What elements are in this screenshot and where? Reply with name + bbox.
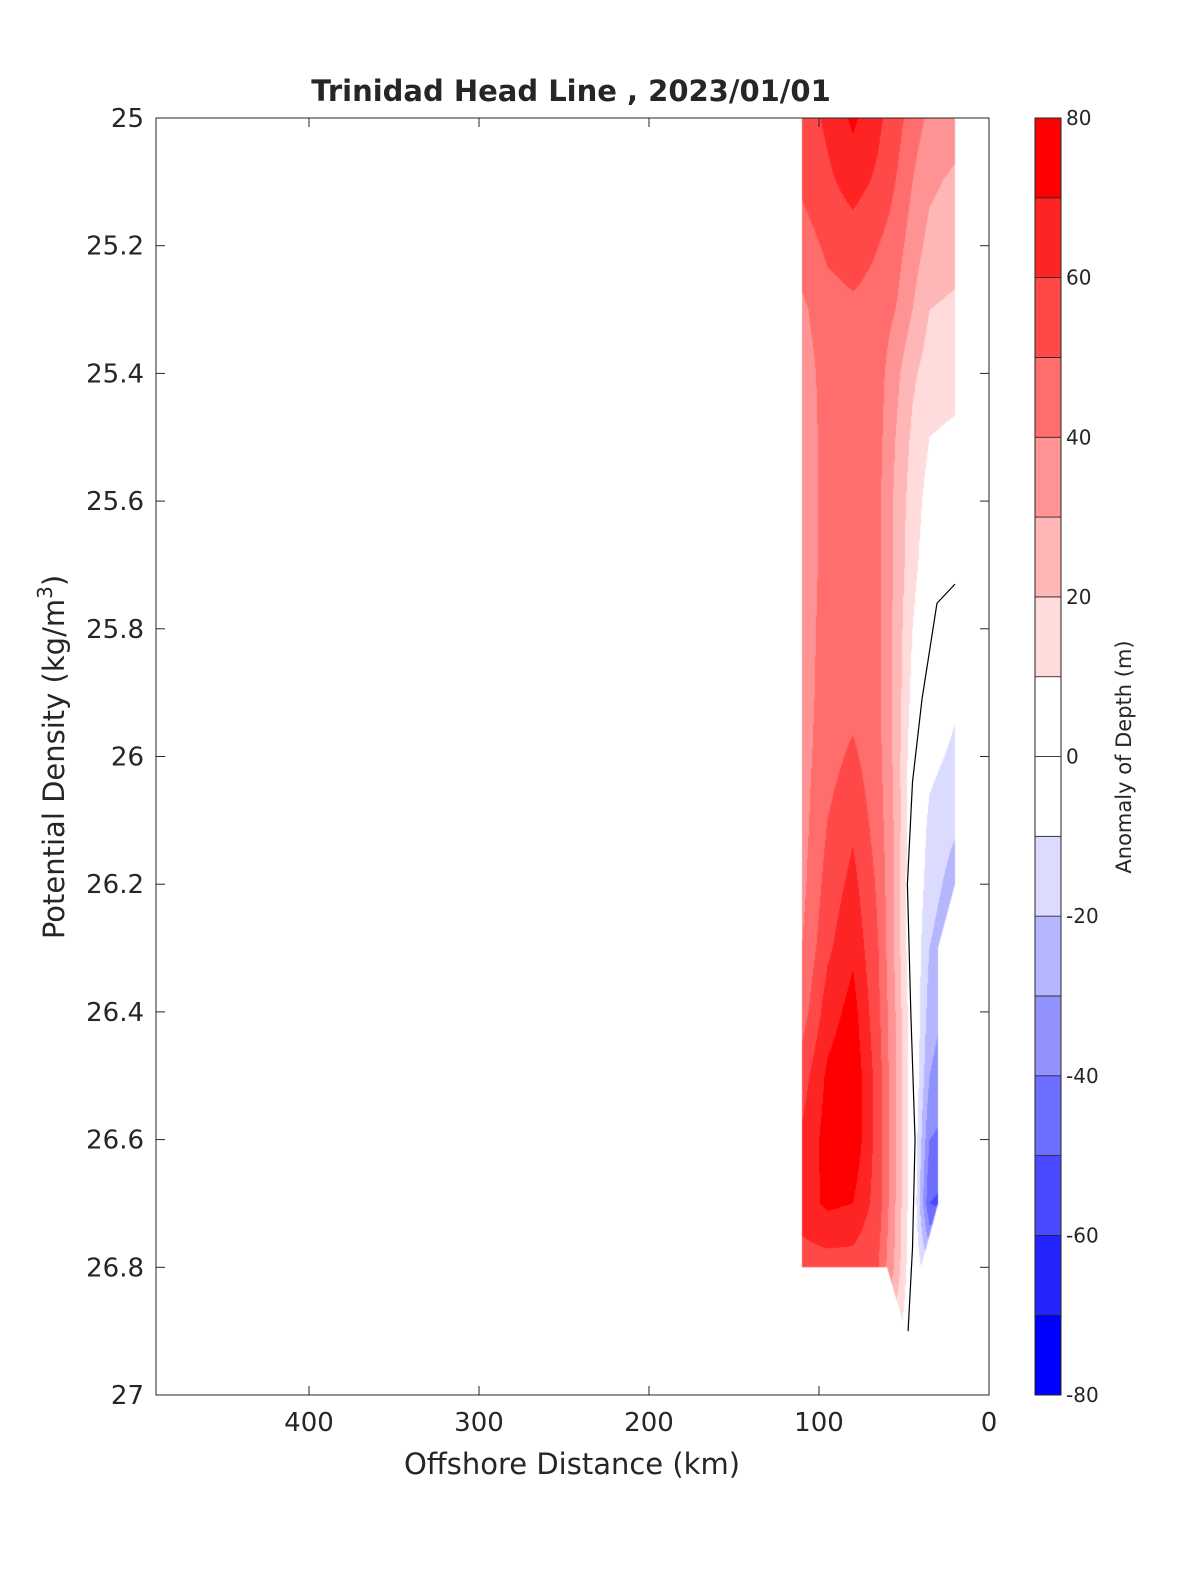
colorbar-band — [1034, 596, 1062, 678]
zero-contour-line — [906, 583, 956, 1332]
colorbar-band — [1034, 995, 1062, 1077]
colorbar-band — [1034, 915, 1062, 997]
anomaly-contour-field — [156, 118, 989, 1395]
y-tick-label: 25.6 — [86, 487, 144, 517]
colorbar-tick-label: 40 — [1066, 425, 1091, 449]
colorbar-tick-label: 20 — [1066, 585, 1091, 609]
y-tick-label: 26.2 — [86, 870, 144, 900]
colorbar-band — [1034, 1075, 1062, 1156]
colorbar-tick-label: -20 — [1066, 904, 1099, 928]
y-tick-label: 26 — [111, 743, 144, 773]
y-tick-label: 26.6 — [86, 1126, 144, 1156]
x-tick-label: 200 — [624, 1408, 674, 1438]
colorbar-band — [1034, 197, 1062, 279]
colorbar-tick-label: -40 — [1066, 1064, 1099, 1088]
y-tick-label: 26.8 — [86, 1253, 144, 1283]
colorbar-band — [1034, 1234, 1062, 1316]
y-tick-label: 25 — [111, 104, 144, 134]
x-tick-label: 0 — [981, 1408, 998, 1438]
colorbar-band — [1034, 117, 1062, 199]
colorbar-frame — [1034, 117, 1062, 1396]
colorbar-band — [1034, 1314, 1062, 1396]
y-tick-label: 25.4 — [86, 359, 144, 389]
x-axis-label: Offshore Distance (km) — [404, 1447, 740, 1481]
y-tick-label: 25.2 — [86, 232, 144, 262]
colorbar-band — [1034, 835, 1062, 917]
y-tick-label: 27 — [111, 1381, 144, 1411]
colorbar-tick-label: 80 — [1066, 106, 1091, 130]
y-axis-label-close: ) — [37, 575, 71, 586]
colorbar-band — [1034, 277, 1062, 358]
colorbar-band — [1034, 1155, 1062, 1236]
colorbar-tick-label: 0 — [1066, 745, 1079, 769]
chart-title: Trinidad Head Line , 2023/01/01 — [311, 74, 831, 108]
colorbar-band — [1034, 676, 1062, 757]
colorbar-tick-label: -80 — [1066, 1383, 1099, 1407]
colorbar-band — [1034, 516, 1062, 598]
y-axis-label-main: Potential Density (kg/m — [37, 599, 71, 939]
x-tick-label: 300 — [454, 1408, 504, 1438]
x-tick-label: 100 — [794, 1408, 844, 1438]
colorbar-band — [1034, 357, 1062, 438]
y-axis-label-superscript: 3 — [33, 586, 57, 599]
plot-area-frame — [155, 117, 990, 1396]
colorbar-band — [1034, 436, 1062, 518]
y-axis-label: Potential Density (kg/m3) — [33, 575, 71, 939]
y-tick-label: 25.8 — [86, 615, 144, 645]
colorbar-tick-label: -60 — [1066, 1223, 1099, 1247]
colorbar-label: Anomaly of Depth (m) — [1112, 640, 1136, 873]
colorbar-tick-label: 60 — [1066, 266, 1091, 290]
x-tick-label: 400 — [284, 1408, 334, 1438]
y-tick-label: 26.4 — [86, 998, 144, 1028]
colorbar-band — [1034, 756, 1062, 837]
